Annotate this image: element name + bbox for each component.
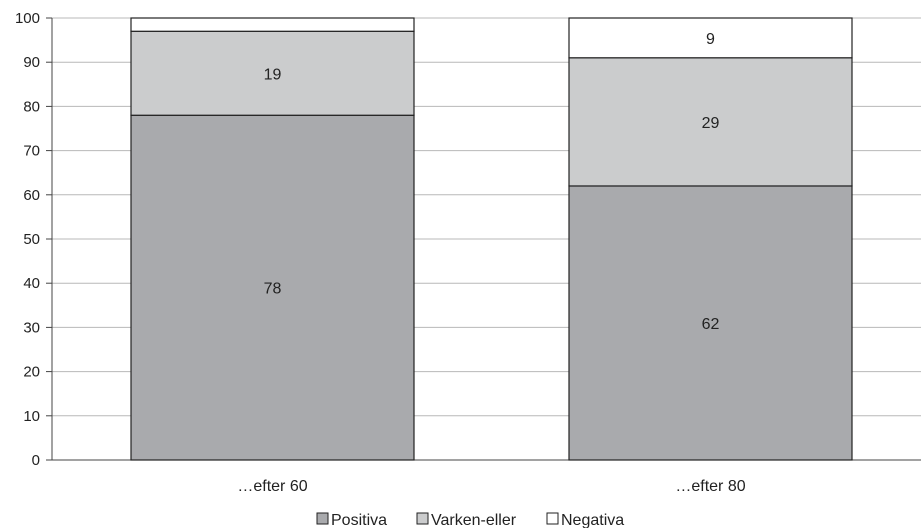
y-tick-label-20: 20 [23,364,40,381]
data-label-varken-eller-1: 19 [264,66,282,83]
bar-varken-eller-2 [568,57,853,187]
y-tick-label-30: 30 [23,319,40,336]
legend-swatch-positiva [316,512,329,525]
y-tick-label-70: 70 [23,143,40,160]
y-tick-label-0: 0 [32,452,40,469]
y-tick-label-90: 90 [23,54,40,71]
legend-label-positiva: Positiva [331,512,387,528]
category-label-1: …efter 60 [237,478,307,495]
legend: Positiva Varken-eller Negativa [316,512,624,528]
bar-varken-eller-1 [130,30,415,116]
data-labels: 78 19 62 29 9 [264,31,720,333]
bar-positiva-1 [130,114,415,461]
y-tick-label-60: 60 [23,187,40,204]
data-label-positiva-2: 62 [702,316,720,333]
y-tick-label-10: 10 [23,408,40,425]
legend-label-varken-eller: Varken-eller [431,512,517,528]
legend-swatch-negativa [546,512,559,525]
data-label-positiva-1: 78 [264,281,282,298]
legend-label-negativa: Negativa [561,512,624,528]
legend-swatch-varken-eller [416,512,429,525]
y-tick-label-40: 40 [23,275,40,292]
x-axis-categories: …efter 60 …efter 80 [237,478,745,495]
bar-negativa-2 [568,17,853,59]
bars [130,17,853,461]
data-label-negativa-2: 9 [706,31,715,48]
bar-positiva-2 [568,185,853,461]
category-label-2: …efter 80 [675,478,745,495]
y-tick-label-50: 50 [23,231,40,248]
data-label-varken-eller-2: 29 [702,115,720,132]
y-tick-label-100: 100 [15,10,40,27]
y-axis: 0 10 20 30 40 50 60 70 80 90 100 [15,10,921,469]
y-tick-label-80: 80 [23,98,40,115]
bar-negativa-1 [130,17,415,32]
